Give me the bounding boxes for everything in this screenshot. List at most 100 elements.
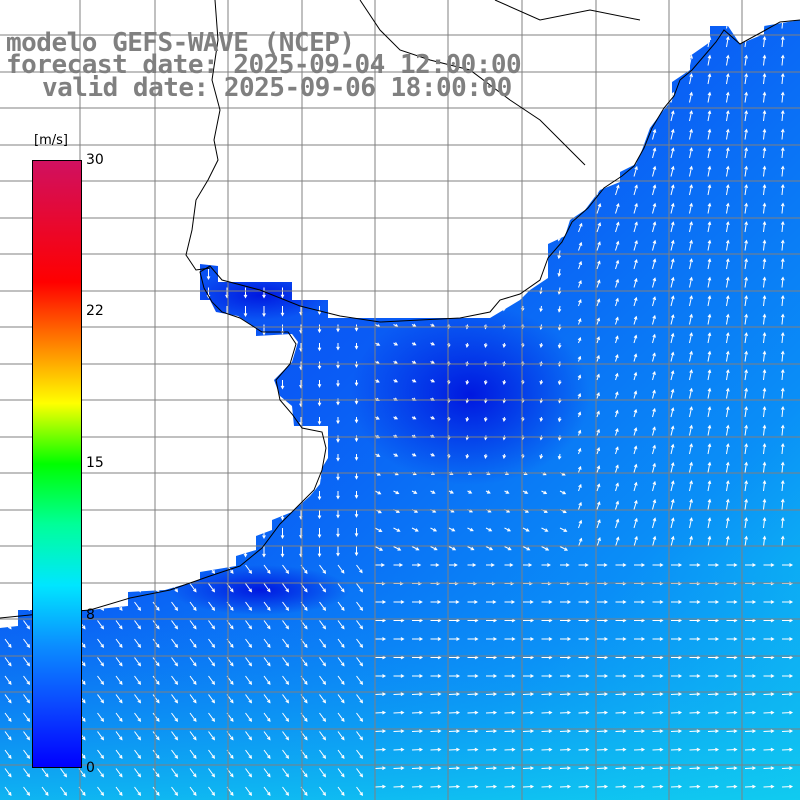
wind-arrow	[670, 351, 675, 362]
wind-arrow	[689, 637, 701, 641]
wind-arrow	[762, 461, 767, 473]
wind-arrow	[708, 600, 720, 604]
wind-arrow	[763, 563, 775, 567]
wind-arrow	[448, 766, 461, 771]
wind-arrow	[578, 692, 590, 697]
wind-arrow	[725, 36, 730, 48]
wind-arrow	[615, 482, 619, 492]
wind-arrow	[707, 332, 712, 344]
wind-arrow	[671, 655, 683, 660]
wind-arrow	[467, 674, 479, 678]
wind-arrow	[152, 712, 160, 722]
wind-arrow	[633, 165, 638, 177]
wind-arrow	[189, 675, 197, 685]
wind-arrow	[780, 276, 785, 288]
wind-arrow	[243, 287, 248, 299]
wind-arrow	[689, 443, 693, 455]
wind-arrow	[744, 784, 757, 789]
wind-arrow	[577, 392, 582, 399]
wind-arrow	[483, 416, 488, 423]
wind-arrow	[523, 618, 535, 623]
wind-arrow	[354, 491, 359, 499]
wind-arrow	[282, 731, 290, 741]
wind-arrow	[319, 694, 327, 704]
wind-arrow	[356, 749, 364, 759]
wind-arrow	[707, 406, 712, 418]
wind-arrow	[467, 618, 479, 623]
wind-arrow	[762, 332, 767, 344]
wind-arrow	[411, 527, 419, 532]
wind-arrow	[541, 600, 553, 604]
wind-arrow	[319, 564, 327, 574]
wind-arrow	[337, 601, 345, 611]
wind-arrow	[560, 674, 572, 678]
wind-arrow	[115, 731, 123, 741]
wind-arrow	[689, 165, 693, 177]
wind-arrow	[689, 618, 701, 623]
wind-arrow	[559, 784, 572, 789]
wind-arrow	[522, 784, 535, 789]
wind-arrow	[689, 535, 693, 547]
wind-arrow	[615, 766, 627, 771]
wind-arrow	[725, 91, 730, 103]
wind-arrow	[670, 535, 675, 547]
wind-arrow	[597, 637, 609, 641]
wind-arrow	[354, 417, 359, 424]
wind-arrow	[670, 425, 675, 436]
wind-arrow	[615, 221, 620, 233]
wind-arrow	[762, 498, 767, 510]
wind-arrow	[633, 710, 646, 715]
wind-arrow	[652, 637, 664, 641]
wind-arrow	[430, 490, 436, 494]
wind-arrow	[577, 447, 582, 455]
wind-arrow	[652, 202, 657, 214]
wind-arrow	[708, 563, 720, 567]
wind-arrow	[504, 747, 516, 752]
wind-arrow	[134, 620, 142, 630]
wind-arrow	[689, 128, 693, 140]
wind-arrow	[763, 637, 775, 641]
wind-arrow	[744, 424, 748, 436]
wind-arrow	[596, 317, 601, 325]
wind-arrow	[725, 202, 730, 214]
wind-arrow	[337, 564, 345, 574]
wind-arrow	[189, 694, 197, 704]
wind-arrow	[465, 453, 470, 460]
wind-arrow	[97, 694, 105, 704]
wind-arrow	[375, 655, 387, 660]
wind-arrow	[670, 692, 683, 697]
wind-arrow	[411, 546, 420, 551]
wind-arrow	[578, 222, 583, 233]
wind-arrow	[134, 675, 142, 685]
wind-arrow	[744, 498, 748, 510]
wind-arrow	[467, 490, 473, 494]
wind-arrow	[670, 202, 675, 214]
wind-arrow	[633, 747, 646, 752]
wind-arrow	[744, 73, 748, 85]
wind-arrow	[780, 405, 785, 418]
wind-arrow	[652, 535, 657, 547]
wind-arrow	[245, 731, 253, 741]
wind-arrow	[726, 600, 738, 604]
wind-arrow	[504, 766, 516, 771]
wind-arrow	[23, 694, 31, 704]
wind-arrow	[707, 54, 712, 66]
wind-arrow	[725, 313, 730, 325]
wind-arrow	[745, 637, 757, 641]
wind-arrow	[670, 461, 675, 473]
wind-arrow	[707, 128, 712, 140]
wind-arrow	[263, 564, 271, 574]
wind-arrow	[374, 379, 380, 383]
wind-arrow	[762, 147, 767, 159]
wind-arrow	[726, 637, 738, 641]
wind-arrow	[486, 618, 498, 623]
wind-arrow	[671, 600, 683, 604]
wind-arrow	[282, 657, 290, 667]
wind-arrow	[282, 768, 290, 778]
wind-arrow	[707, 710, 720, 715]
wind-arrow	[189, 731, 197, 741]
wind-arrow	[689, 202, 693, 214]
wind-arrow	[707, 73, 712, 85]
wind-arrow	[762, 406, 767, 418]
wind-arrow	[689, 387, 693, 399]
